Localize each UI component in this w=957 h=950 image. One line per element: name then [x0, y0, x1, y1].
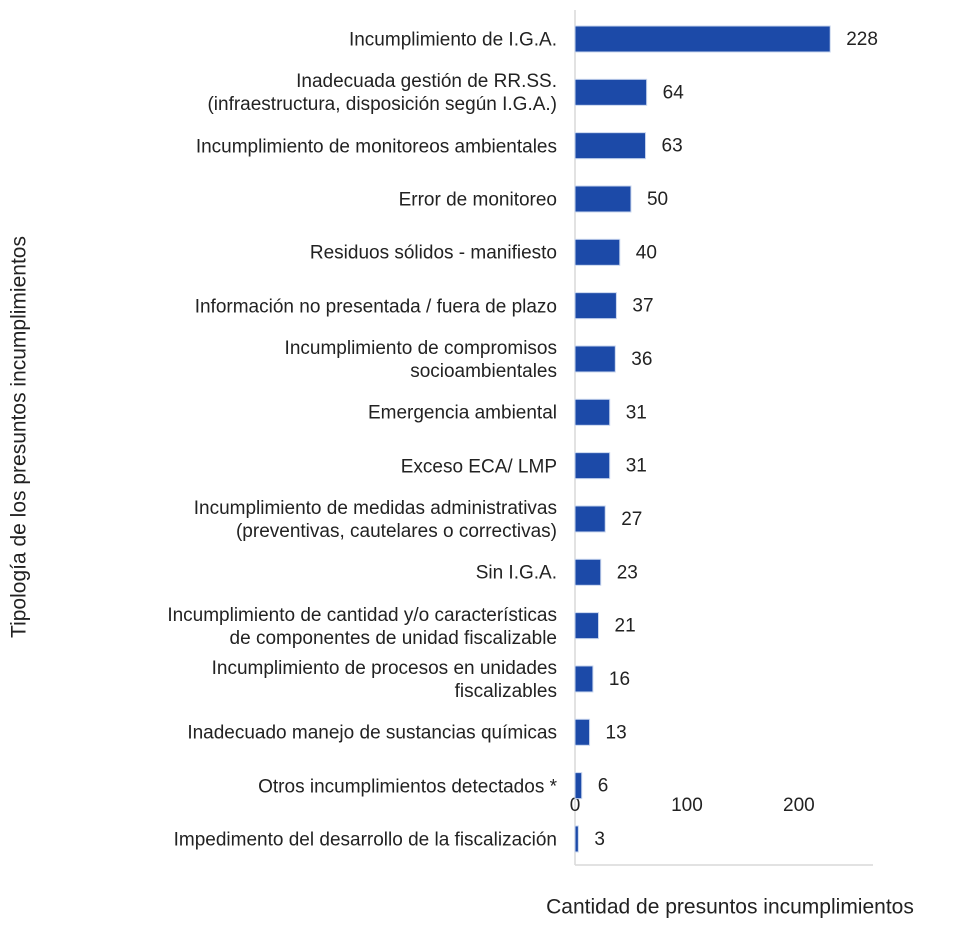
- y-axis-label: Tipología de los presuntos incumplimient…: [8, 236, 31, 638]
- bar: [574, 558, 602, 586]
- bar: [574, 398, 611, 426]
- y-tick-label: Inadecuada gestión de RR.SS. (infraestru…: [207, 71, 557, 116]
- y-tick-label: Exceso ECA/ LMP: [400, 456, 557, 478]
- y-tick-label: Error de monitoreo: [398, 189, 557, 211]
- bar: [574, 185, 632, 213]
- y-tick-label: Inadecuado manejo de sustancias químicas: [187, 722, 557, 744]
- x-tick-label: 200: [783, 795, 815, 816]
- bar: [574, 292, 617, 320]
- value-label: 31: [626, 402, 647, 423]
- y-tick-label: Otros incumplimientos detectados *: [258, 776, 557, 798]
- value-label: 228: [846, 29, 878, 50]
- y-tick-label: Impedimento del desarrollo de la fiscali…: [173, 829, 557, 851]
- y-tick-label: Emergencia ambiental: [367, 402, 557, 424]
- value-label: 37: [632, 296, 653, 317]
- bar: [574, 78, 648, 106]
- y-tick-label: Sin I.G.A.: [475, 562, 557, 584]
- bar: [574, 718, 591, 746]
- bar: [574, 665, 594, 693]
- value-label: 64: [663, 82, 685, 103]
- y-tick-label: Incumplimiento de procesos en unidades f…: [211, 657, 557, 702]
- value-label: 6: [598, 776, 609, 797]
- value-label: 36: [631, 349, 652, 370]
- value-label: 3: [594, 829, 605, 850]
- value-label: 31: [626, 456, 647, 477]
- y-tick-label: Incumplimiento de I.G.A.: [348, 29, 557, 51]
- value-label: 16: [609, 669, 630, 690]
- bar: [574, 825, 579, 853]
- value-label: 21: [615, 616, 636, 637]
- y-tick-label: Incumplimiento de medidas administrativa…: [193, 497, 557, 542]
- bar: [574, 238, 621, 266]
- y-tick-label: Información no presentada / fuera de pla…: [194, 296, 557, 318]
- y-tick-label: Incumplimiento de compromisos socioambie…: [284, 337, 557, 382]
- x-axis-label: Cantidad de presuntos incumplimientos: [546, 896, 914, 919]
- value-label: 40: [636, 242, 657, 263]
- bar: [574, 612, 600, 640]
- value-label: 23: [617, 562, 638, 583]
- y-tick-label: Residuos sólidos - manifiesto: [309, 242, 557, 264]
- value-label: 27: [621, 509, 642, 530]
- value-label: 50: [647, 189, 668, 210]
- bar: [574, 132, 647, 160]
- bar: [574, 505, 606, 533]
- y-tick-label: Incumplimiento de cantidad y/o caracterí…: [167, 604, 557, 649]
- y-tick-label: Incumplimiento de monitoreos ambientales: [195, 136, 557, 158]
- bar: [574, 25, 831, 53]
- bar: [574, 772, 583, 800]
- x-tick-label: 0: [570, 795, 581, 816]
- bar: [574, 345, 616, 373]
- x-tick-label: 100: [671, 795, 703, 816]
- value-label: 63: [662, 136, 683, 157]
- value-label: 13: [606, 722, 627, 743]
- bar: [574, 452, 611, 480]
